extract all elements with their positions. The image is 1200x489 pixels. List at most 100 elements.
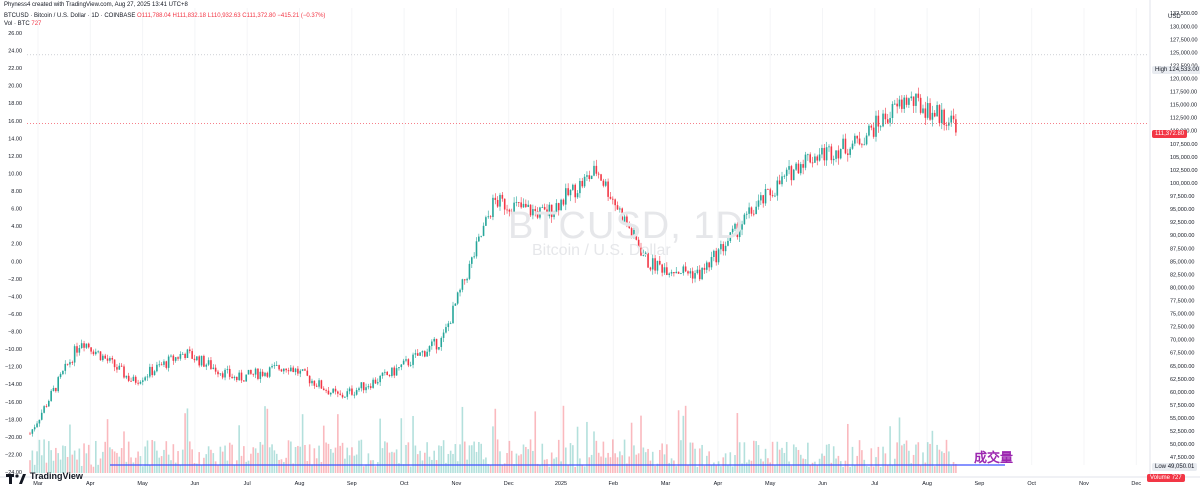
- candle-body: [391, 367, 393, 376]
- candle-body: [92, 351, 95, 355]
- candle-body: [520, 202, 522, 208]
- candle-body: [461, 279, 464, 290]
- candle-body: [254, 368, 257, 375]
- volume-bar: [776, 441, 779, 473]
- candle-body: [508, 209, 511, 212]
- candle-body: [280, 369, 283, 372]
- volume-bar: [666, 444, 668, 473]
- volume-bar: [167, 454, 170, 473]
- candle-body: [908, 98, 910, 105]
- last-price-tag: 111,372.80: [1152, 130, 1188, 138]
- symbol-name: BTCUSD · Bitcoin / U.S. Dollar · 1D · CO…: [4, 13, 136, 19]
- volume-legend[interactable]: Vol · BTC 727: [4, 21, 41, 27]
- candle-body: [830, 146, 833, 161]
- volume-bar: [454, 444, 457, 473]
- volume-bar: [179, 464, 182, 473]
- volume-bar: [449, 450, 452, 473]
- volume-bar: [602, 441, 605, 473]
- candle-body: [400, 364, 403, 368]
- volume-bar: [877, 446, 880, 473]
- volume-bar: [266, 408, 269, 473]
- volume-bar: [908, 450, 910, 473]
- left-axis-tick: 4.00: [11, 224, 22, 230]
- volume-bar: [919, 465, 922, 473]
- symbol-line[interactable]: BTCUSD · Bitcoin / U.S. Dollar · 1D · CO…: [4, 13, 325, 19]
- candle-body: [630, 228, 633, 236]
- high-value: 124,533.00: [1169, 67, 1200, 73]
- currency-unit[interactable]: USD: [1168, 14, 1181, 20]
- volume-bar: [55, 447, 57, 473]
- volume-legend-value: 727: [31, 21, 42, 27]
- candle-body: [518, 202, 520, 203]
- tradingview-logo[interactable]: TradingView: [6, 471, 83, 484]
- candle-body: [38, 419, 41, 424]
- candle-body: [210, 360, 212, 369]
- candle-body: [792, 169, 795, 181]
- candle-body: [489, 216, 492, 218]
- candle-body: [651, 258, 654, 270]
- volume-bar: [825, 444, 828, 473]
- candle-body: [221, 373, 224, 378]
- candle-body: [184, 353, 186, 359]
- candle-body: [684, 266, 687, 272]
- volume-bar: [868, 466, 870, 473]
- volume-bar: [536, 463, 539, 473]
- volume-bar: [534, 411, 537, 473]
- candle-body: [811, 162, 814, 164]
- candle-body: [894, 103, 896, 105]
- volume-bar: [83, 443, 85, 473]
- volume-bar: [931, 430, 934, 473]
- right-axis-tick: 70,000.00: [1170, 338, 1194, 344]
- candle-body: [903, 97, 905, 109]
- candle-body: [109, 357, 111, 361]
- volume-bar: [50, 450, 52, 473]
- candle-body: [922, 108, 924, 113]
- volume-bar: [572, 445, 574, 473]
- left-axis-tick: −20.00: [5, 435, 22, 441]
- candle-body: [924, 108, 927, 118]
- volume-bar: [745, 462, 748, 473]
- volume-bar: [290, 441, 292, 473]
- candle-body: [522, 203, 525, 208]
- volume-bar: [785, 441, 788, 473]
- candle-body: [670, 271, 673, 274]
- volume-bar: [177, 451, 179, 473]
- volume-bar: [496, 439, 499, 473]
- volume-bar: [741, 463, 743, 473]
- volume-bar: [69, 424, 71, 473]
- candle-body: [771, 195, 774, 197]
- candle-body: [379, 375, 381, 383]
- right-axis-tick: 85,000.00: [1170, 259, 1194, 265]
- volume-bar: [45, 462, 48, 473]
- volume-bar: [792, 444, 795, 473]
- candle-body: [45, 406, 48, 407]
- volume-bar: [304, 444, 306, 473]
- candle-body: [123, 366, 125, 378]
- time-axis-tick: Mar: [661, 481, 671, 487]
- volume-bar: [816, 465, 819, 473]
- volume-bar: [306, 461, 309, 473]
- candle-body: [525, 203, 527, 207]
- volume-bar: [264, 406, 266, 473]
- volume-bar: [849, 466, 851, 473]
- volume-bar: [353, 455, 356, 473]
- volume-bar: [689, 442, 692, 473]
- volume-bar: [926, 442, 929, 473]
- volume-bar: [499, 451, 501, 473]
- candle-body: [224, 369, 226, 378]
- candle-body: [146, 376, 149, 378]
- candle-body: [955, 119, 957, 133]
- time-axis-tick: Aug: [295, 481, 305, 487]
- candle-body: [536, 210, 539, 218]
- volume-bar: [830, 462, 833, 473]
- volume-bar: [654, 465, 656, 473]
- candle-body: [550, 204, 553, 218]
- candle-body: [233, 376, 236, 379]
- volume-bar: [156, 450, 158, 473]
- candle-body: [87, 343, 90, 348]
- volume-bar: [186, 408, 189, 473]
- volume-bar: [889, 426, 891, 473]
- volume-bar: [224, 445, 226, 473]
- volume-bar: [828, 443, 830, 473]
